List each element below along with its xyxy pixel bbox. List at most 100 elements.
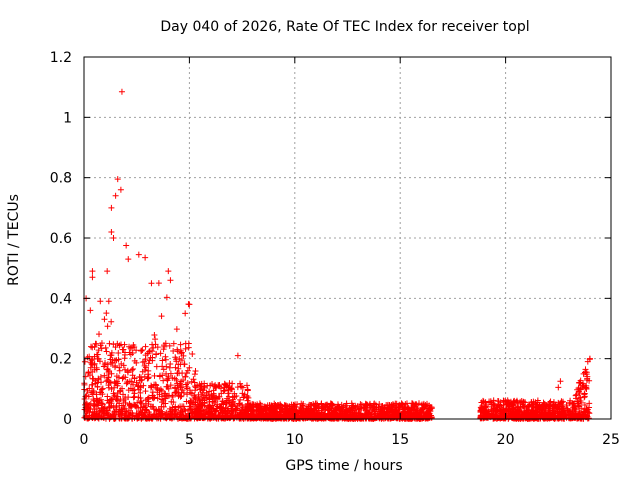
roti-point [113,373,120,380]
roti-point [337,407,344,414]
roti-point [112,344,119,351]
roti-point [584,358,591,365]
roti-point [153,413,160,420]
roti-point [208,408,215,415]
roti-point [174,382,181,389]
roti-point [109,359,116,366]
roti-point [574,386,581,393]
roti-point [91,409,98,416]
roti-point [165,385,172,392]
roti-point [98,386,105,393]
roti-point [177,403,184,410]
roti-point [116,342,123,349]
roti-point [97,358,104,365]
roti-point [154,395,161,402]
roti-point [126,343,133,350]
roti-point [137,383,144,390]
roti-point [159,372,166,379]
roti-point [179,357,186,364]
roti-point [388,413,395,420]
roti-point [170,340,177,347]
roti-point [412,412,419,419]
roti-point [81,395,88,402]
roti-point [342,408,349,415]
roti-point [126,402,133,409]
roti-point [121,405,128,412]
roti-point [535,404,542,411]
roti-point [244,397,251,404]
roti-point [374,412,381,419]
roti-point [360,415,367,422]
roti-point [261,415,268,422]
roti-point [197,407,204,414]
roti-point [122,394,129,401]
roti-point [137,399,144,406]
roti-point [192,409,199,416]
roti-point [404,404,411,411]
roti-point [158,408,165,415]
roti-point [580,408,587,415]
roti-point [297,412,304,419]
roti-point [219,398,226,405]
roti-point [186,301,193,308]
roti-point [145,360,152,367]
roti-point [479,411,486,418]
roti-point [381,405,388,412]
y-tick-label: 1.2 [50,50,72,66]
roti-point [119,375,126,382]
roti-point [182,340,189,347]
roti-point [110,235,117,241]
roti-point [126,349,133,356]
roti-point [256,400,263,407]
roti-point [181,361,188,368]
roti-point [163,393,170,400]
roti-point [371,405,378,412]
axis-ticks: 0 5 10 15 20 25 0 0.2 0.4 0.6 0.8 1 1.2 [50,50,620,448]
roti-point [155,280,162,287]
roti-point [177,383,184,390]
roti-point [119,346,126,353]
roti-point [243,382,250,389]
roti-point [234,384,241,391]
roti-point [129,372,136,379]
roti-point [324,404,331,411]
x-tick-label: 10 [286,432,304,448]
roti-point [402,401,409,408]
roti-point [161,343,168,350]
roti-point [148,280,155,287]
roti-point [266,407,273,414]
roti-point [172,364,179,371]
roti-point [217,405,224,412]
roti-point [165,373,172,380]
roti-point [97,298,104,305]
roti-point [137,408,144,415]
roti-point [331,410,338,417]
roti-point [177,341,184,348]
roti-point [144,395,151,402]
roti-point [409,400,416,407]
roti-point [531,408,538,415]
roti-point [263,411,270,418]
roti-point [494,407,501,414]
roti-point [573,391,580,398]
roti-point [130,365,137,372]
roti-point [157,350,164,357]
roti-point [153,351,160,358]
roti-point [240,410,247,417]
roti-point [86,402,93,409]
roti-point [480,397,487,404]
roti-point [412,409,419,416]
roti-point [243,394,250,401]
roti-point [515,403,522,410]
roti-point [104,410,111,417]
roti-point [165,268,172,275]
roti-point [153,363,160,370]
roti-point [129,344,136,351]
roti-point [384,415,391,422]
roti-point [428,404,435,411]
roti-point [81,358,88,365]
roti-point [575,402,582,409]
roti-point [181,406,188,413]
data-points [81,88,593,422]
roti-point [538,406,545,413]
